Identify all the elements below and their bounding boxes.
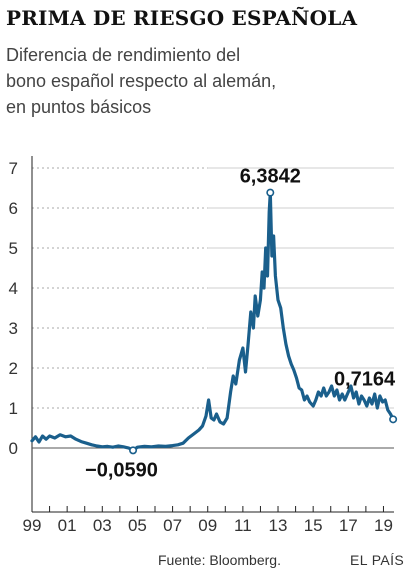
annotations: −0,0590 6,3842 0,7164 [85, 166, 398, 481]
x-tick-label: 07 [163, 516, 182, 535]
chart-title: PRIMA DE RIESGO ESPAÑOLA [6, 6, 358, 30]
x-tick-label: 03 [93, 516, 112, 535]
y-tick-label: 2 [9, 359, 18, 378]
series-layer [30, 191, 395, 452]
x-tick-label: 15 [304, 516, 323, 535]
y-tick-label: 6 [9, 199, 18, 218]
y-axis: 0 1 2 3 4 5 6 7 [9, 156, 394, 512]
y-tick-label: 1 [9, 399, 18, 418]
x-tick-label: 01 [58, 516, 77, 535]
x-tick-label: 11 [234, 516, 252, 535]
subtitle-line-1: Diferencia de rendimiento del [6, 45, 241, 65]
y-tick-label: 7 [9, 159, 18, 178]
y-tick-label: 0 [9, 439, 18, 458]
chart-subtitle: Diferencia de rendimiento del bono españ… [6, 42, 406, 120]
grid-lines [32, 167, 394, 409]
y-tick-label: 5 [9, 239, 18, 258]
x-tick-label: 05 [128, 516, 147, 535]
point-marker [266, 188, 275, 197]
y-tick-label: 4 [9, 279, 18, 298]
x-tick-label: 99 [23, 516, 42, 535]
subtitle-line-3: en puntos básicos [6, 97, 152, 117]
x-tick-label: 09 [198, 516, 217, 535]
point-marker [389, 415, 398, 424]
x-tick-label: 19 [374, 516, 393, 535]
x-tick-label: 17 [339, 516, 358, 535]
subtitle-line-2: bono español respecto al alemán, [6, 71, 277, 91]
point-marker [129, 446, 138, 455]
data-label: 0,7164 [334, 368, 396, 390]
x-tick-label: 13 [269, 516, 288, 535]
source-note: Fuente: Bloomberg. [158, 552, 281, 568]
brand-logo: EL PAÍS [350, 552, 405, 568]
data-label: 6,3842 [240, 166, 301, 188]
data-label: −0,0590 [85, 459, 158, 481]
series-line [30, 191, 395, 452]
y-tick-label: 3 [9, 319, 18, 338]
x-axis: 99 01 03 05 07 09 11 13 15 17 19 [23, 506, 394, 535]
